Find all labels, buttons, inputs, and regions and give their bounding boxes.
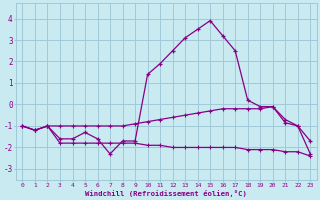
X-axis label: Windchill (Refroidissement éolien,°C): Windchill (Refroidissement éolien,°C) — [85, 190, 247, 197]
